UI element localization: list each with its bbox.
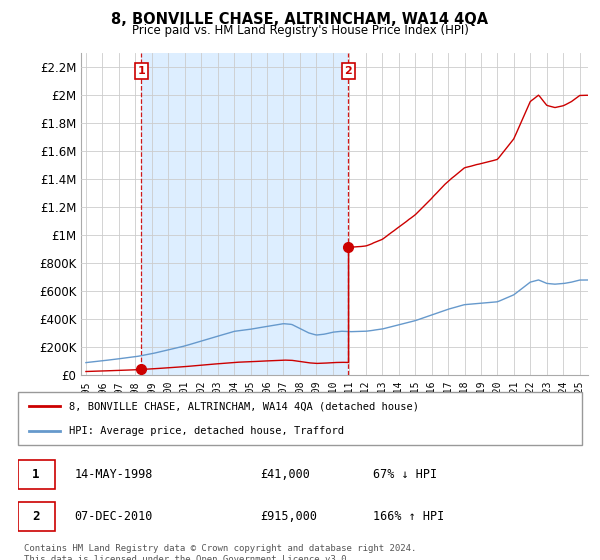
Text: Contains HM Land Registry data © Crown copyright and database right 2024.
This d: Contains HM Land Registry data © Crown c…	[24, 544, 416, 560]
Text: 8, BONVILLE CHASE, ALTRINCHAM, WA14 4QA (detached house): 8, BONVILLE CHASE, ALTRINCHAM, WA14 4QA …	[69, 402, 419, 412]
Text: 1: 1	[32, 468, 40, 481]
Bar	[142, 53, 348, 375]
Text: 07-DEC-2010: 07-DEC-2010	[74, 510, 153, 523]
Text: £41,000: £41,000	[260, 468, 310, 481]
Text: 1: 1	[137, 66, 145, 76]
Text: 14-MAY-1998: 14-MAY-1998	[74, 468, 153, 481]
FancyBboxPatch shape	[18, 392, 582, 445]
Text: HPI: Average price, detached house, Trafford: HPI: Average price, detached house, Traf…	[69, 426, 344, 436]
Text: £915,000: £915,000	[260, 510, 317, 523]
Text: 8, BONVILLE CHASE, ALTRINCHAM, WA14 4QA: 8, BONVILLE CHASE, ALTRINCHAM, WA14 4QA	[112, 12, 488, 27]
FancyBboxPatch shape	[18, 502, 55, 531]
Text: 67% ↓ HPI: 67% ↓ HPI	[373, 468, 437, 481]
Text: 2: 2	[344, 66, 352, 76]
Text: Price paid vs. HM Land Registry's House Price Index (HPI): Price paid vs. HM Land Registry's House …	[131, 24, 469, 37]
Text: 2: 2	[32, 510, 40, 523]
Text: 166% ↑ HPI: 166% ↑ HPI	[373, 510, 445, 523]
FancyBboxPatch shape	[18, 460, 55, 489]
